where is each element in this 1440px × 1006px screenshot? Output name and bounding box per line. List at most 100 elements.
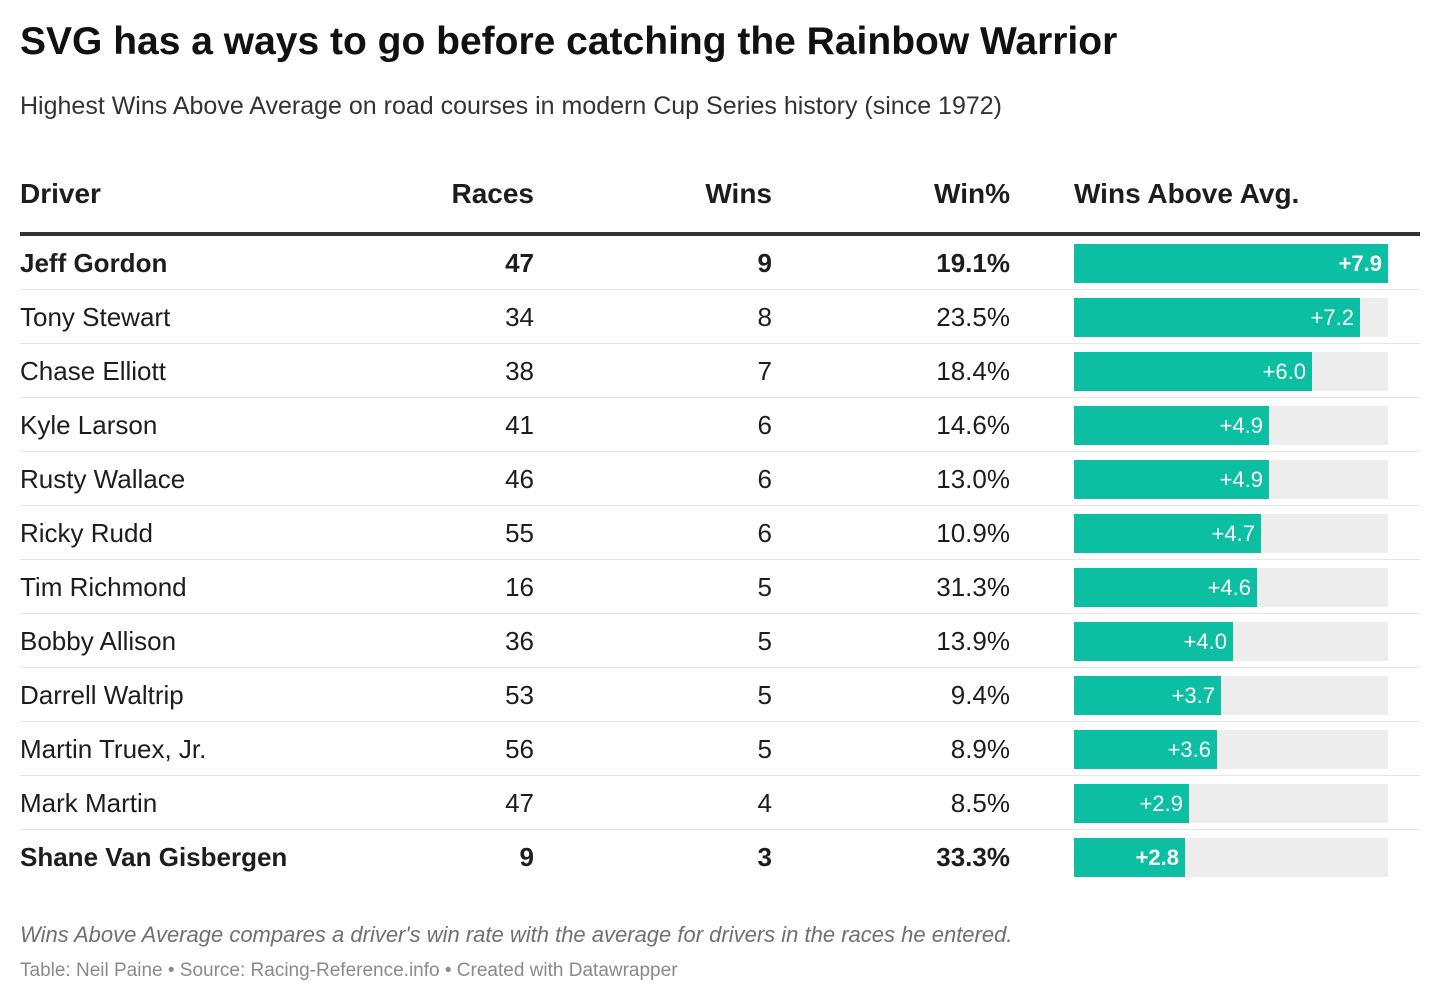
waa-bar-track: +7.2 bbox=[1074, 298, 1388, 337]
waa-bar-label: +2.9 bbox=[1139, 791, 1183, 816]
driver-name: Mark Martin bbox=[20, 788, 158, 818]
waa-bar: +4.7 bbox=[1074, 514, 1261, 553]
races-value: 46 bbox=[505, 464, 534, 494]
waa-bar-label: +3.6 bbox=[1167, 737, 1211, 762]
waa-bar: +7.2 bbox=[1074, 298, 1360, 337]
chart-title: SVG has a ways to go before catching the… bbox=[20, 20, 1118, 63]
win-pct-value: 8.5% bbox=[950, 788, 1010, 818]
driver-name: Jeff Gordon bbox=[20, 248, 168, 278]
wins-value: 6 bbox=[757, 410, 772, 440]
win-pct-value: 10.9% bbox=[936, 518, 1010, 548]
table-row: Mark Martin 47 4 8.5% +2.9 bbox=[20, 776, 1420, 830]
waa-bar-track: +4.9 bbox=[1074, 460, 1388, 499]
waa-bar-label: +2.8 bbox=[1135, 845, 1179, 870]
wins-value: 6 bbox=[757, 464, 772, 494]
chart-subtitle: Highest Wins Above Average on road cours… bbox=[20, 92, 1002, 120]
waa-bar: +6.0 bbox=[1074, 352, 1312, 391]
table-header: Driver Races Wins Win% Wins Above Avg. bbox=[20, 170, 1420, 236]
win-pct-value: 23.5% bbox=[936, 302, 1010, 332]
driver-name: Tony Stewart bbox=[20, 302, 171, 332]
column-header-driver: Driver bbox=[20, 178, 101, 209]
waa-bar-label: +4.0 bbox=[1183, 629, 1227, 654]
waa-bar: +2.9 bbox=[1074, 784, 1189, 823]
data-table: Driver Races Wins Win% Wins Above Avg. J… bbox=[20, 170, 1420, 883]
win-pct-value: 31.3% bbox=[936, 572, 1010, 602]
column-header-wins: Wins bbox=[705, 178, 772, 209]
races-value: 55 bbox=[505, 518, 534, 548]
waa-bar-track: +3.6 bbox=[1074, 730, 1388, 769]
table-row: Jeff Gordon 47 9 19.1% +7.9 bbox=[20, 236, 1420, 290]
wins-value: 4 bbox=[757, 788, 772, 818]
driver-name: Rusty Wallace bbox=[20, 464, 186, 494]
wins-value: 5 bbox=[757, 734, 772, 764]
win-pct-value: 18.4% bbox=[936, 356, 1010, 386]
table-row: Rusty Wallace 46 6 13.0% +4.9 bbox=[20, 452, 1420, 506]
waa-bar: +4.0 bbox=[1074, 622, 1233, 661]
win-pct-value: 13.0% bbox=[936, 464, 1010, 494]
waa-bar: +4.9 bbox=[1074, 406, 1269, 445]
table-row: Darrell Waltrip 53 5 9.4% +3.7 bbox=[20, 668, 1420, 722]
wins-value: 8 bbox=[757, 302, 772, 332]
table-row: Kyle Larson 41 6 14.6% +4.9 bbox=[20, 398, 1420, 452]
waa-bar-track: +4.0 bbox=[1074, 622, 1388, 661]
source-credit: Table: Neil Paine • Source: Racing-Refer… bbox=[20, 960, 678, 981]
races-value: 38 bbox=[505, 356, 534, 386]
wins-value: 5 bbox=[757, 626, 772, 656]
wins-value: 5 bbox=[757, 680, 772, 710]
waa-bar-label: +6.0 bbox=[1262, 359, 1306, 384]
driver-name: Tim Richmond bbox=[20, 572, 187, 602]
win-pct-value: 33.3% bbox=[936, 842, 1010, 872]
table-row: Ricky Rudd 55 6 10.9% +4.7 bbox=[20, 506, 1420, 560]
win-pct-value: 9.4% bbox=[950, 680, 1010, 710]
races-value: 47 bbox=[505, 248, 534, 278]
races-value: 16 bbox=[505, 572, 534, 602]
table-row: Bobby Allison 36 5 13.9% +4.0 bbox=[20, 614, 1420, 668]
waa-bar-label: +7.9 bbox=[1338, 251, 1382, 276]
column-header-wins-above-avg: Wins Above Avg. bbox=[1074, 178, 1300, 209]
waa-bar-label: +4.9 bbox=[1219, 467, 1263, 492]
table-row: Shane Van Gisbergen 9 3 33.3% +2.8 bbox=[20, 830, 1420, 883]
wins-value: 6 bbox=[757, 518, 772, 548]
waa-bar-label: +4.9 bbox=[1219, 413, 1263, 438]
waa-bar-label: +4.6 bbox=[1207, 575, 1251, 600]
waa-bar: +4.6 bbox=[1074, 568, 1257, 607]
wins-value: 5 bbox=[757, 572, 772, 602]
wins-value: 3 bbox=[757, 842, 772, 872]
waa-bar-track: +4.9 bbox=[1074, 406, 1388, 445]
waa-bar-track: +7.9 bbox=[1074, 244, 1388, 283]
waa-bar-track: +2.8 bbox=[1074, 838, 1388, 877]
driver-name: Darrell Waltrip bbox=[20, 680, 184, 710]
waa-bar-label: +3.7 bbox=[1171, 683, 1215, 708]
waa-bar: +7.9 bbox=[1074, 244, 1388, 283]
waa-bar-label: +4.7 bbox=[1211, 521, 1255, 546]
table-row: Martin Truex, Jr. 56 5 8.9% +3.6 bbox=[20, 722, 1420, 776]
win-pct-value: 19.1% bbox=[936, 248, 1010, 278]
waa-bar-label: +7.2 bbox=[1310, 305, 1354, 330]
races-value: 56 bbox=[505, 734, 534, 764]
waa-bar: +3.7 bbox=[1074, 676, 1221, 715]
driver-name: Martin Truex, Jr. bbox=[20, 734, 207, 764]
driver-name: Chase Elliott bbox=[20, 356, 166, 386]
win-pct-value: 14.6% bbox=[936, 410, 1010, 440]
driver-name: Bobby Allison bbox=[20, 626, 177, 656]
table-body: Jeff Gordon 47 9 19.1% +7.9 Tony Stewart 3 4 8 23… bbox=[20, 236, 1420, 883]
races-value: 47 bbox=[505, 788, 534, 818]
waa-bar-track: +4.6 bbox=[1074, 568, 1388, 607]
races-value: 53 bbox=[505, 680, 534, 710]
wins-value: 7 bbox=[757, 356, 772, 386]
races-value: 41 bbox=[505, 410, 534, 440]
table-row: Tim Richmond 16 5 31.3% +4.6 bbox=[20, 560, 1420, 614]
waa-bar: +2.8 bbox=[1074, 838, 1185, 877]
waa-bar-track: +6.0 bbox=[1074, 352, 1388, 391]
waa-bar-track: +3.7 bbox=[1074, 676, 1388, 715]
table-row: Tony Stewart 34 8 23.5% +7.2 bbox=[20, 290, 1420, 344]
waa-bar: +3.6 bbox=[1074, 730, 1217, 769]
driver-name: Shane Van Gisbergen bbox=[20, 842, 288, 872]
driver-name: Ricky Rudd bbox=[20, 518, 153, 548]
waa-bar: +4.9 bbox=[1074, 460, 1269, 499]
wins-value: 9 bbox=[757, 248, 772, 278]
races-value: 36 bbox=[505, 626, 534, 656]
column-header-win-pct: Win% bbox=[934, 178, 1010, 209]
win-pct-value: 13.9% bbox=[936, 626, 1010, 656]
column-header-races: Races bbox=[451, 178, 534, 209]
